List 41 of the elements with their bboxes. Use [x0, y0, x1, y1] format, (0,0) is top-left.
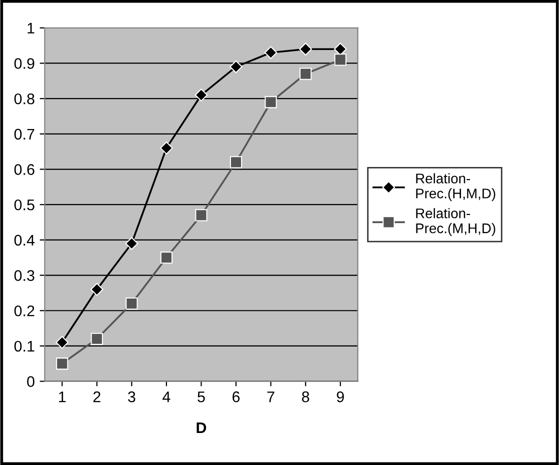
point: [230, 156, 242, 168]
x-tick-label: 7: [267, 392, 274, 402]
y-tick-label: 0.4: [14, 234, 35, 246]
point: [125, 237, 138, 250]
y-tick-label: 0: [27, 376, 34, 387]
y-tick-label: 0.3: [14, 270, 34, 281]
y-tick-label: 0.5: [14, 199, 34, 210]
point: [90, 283, 104, 296]
y-tick-label: 0.8: [14, 93, 34, 104]
point: [334, 54, 346, 66]
point: [195, 209, 208, 222]
legend-label: Relation- Prec.(M,H,D): [416, 208, 496, 236]
point: [334, 42, 347, 56]
x-tick-label: 8: [302, 391, 310, 402]
y-tick-label: 1: [28, 22, 34, 34]
y-tick-label: 0.7: [14, 128, 34, 140]
x-tick-label: 5: [198, 392, 205, 402]
point: [264, 96, 277, 108]
x-tick-label: 4: [162, 392, 170, 402]
point: [56, 336, 69, 349]
y-tick-label: 0.2: [14, 305, 34, 316]
legend-label: Relation- Prec.(H,M,D): [416, 173, 496, 202]
y-tick-label: 0.9: [14, 58, 34, 69]
x-tick-label: 9: [336, 391, 344, 402]
y-tick-label: 0.6: [14, 164, 34, 175]
point: [264, 46, 278, 60]
point: [194, 88, 208, 102]
point: [300, 68, 312, 80]
x-tick-label: 1: [59, 392, 66, 402]
x-axis-title: D: [196, 422, 206, 433]
point: [160, 142, 173, 154]
x-tick-label: 2: [93, 391, 100, 402]
x-tick-label: 6: [232, 391, 240, 402]
point: [230, 60, 242, 74]
point: [160, 252, 173, 264]
point: [126, 297, 138, 310]
point: [90, 332, 103, 345]
point: [299, 42, 312, 56]
y-tick-label: 0.1: [14, 340, 34, 352]
point: [56, 358, 68, 370]
x-tick-label: 3: [128, 391, 136, 402]
